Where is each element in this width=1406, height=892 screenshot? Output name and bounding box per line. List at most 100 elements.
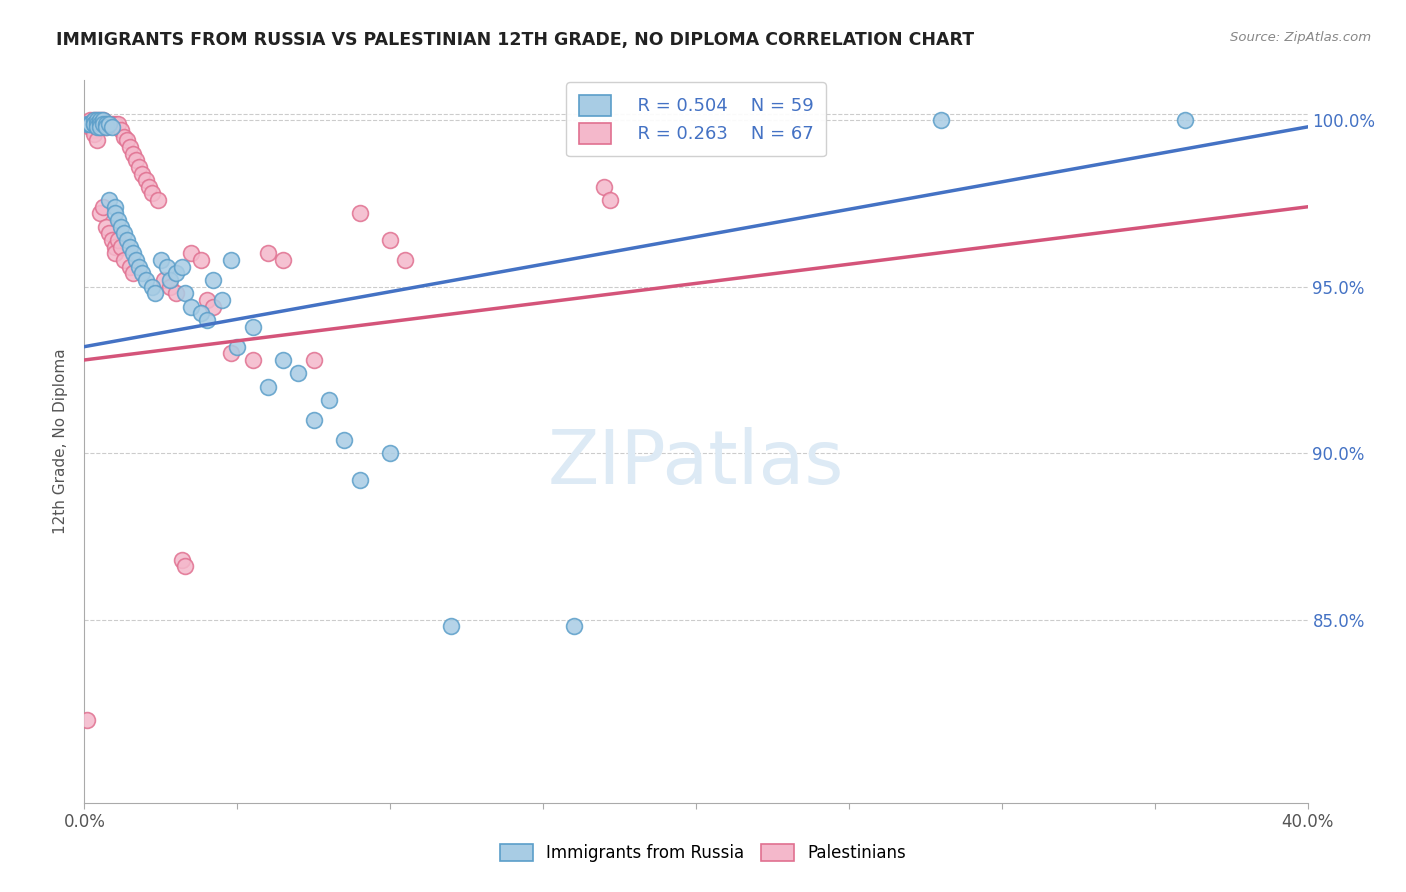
- Point: [138, 179, 160, 194]
- Point: [128, 160, 150, 174]
- Point: [89, 113, 111, 128]
- Point: [159, 279, 181, 293]
- Point: [287, 366, 309, 380]
- Point: [242, 353, 264, 368]
- Point: [86, 120, 108, 134]
- Point: [380, 446, 402, 460]
- Point: [107, 117, 129, 131]
- Point: [91, 113, 114, 128]
- Point: [94, 120, 117, 134]
- Point: [94, 117, 117, 131]
- Point: [165, 286, 187, 301]
- Point: [120, 260, 142, 274]
- Point: [97, 117, 120, 131]
- Point: [83, 117, 105, 131]
- Point: [110, 240, 132, 254]
- Point: [174, 286, 197, 301]
- Point: [86, 117, 108, 131]
- Point: [153, 273, 176, 287]
- Point: [143, 286, 166, 301]
- Point: [86, 117, 108, 131]
- Point: [271, 353, 294, 368]
- Point: [146, 193, 169, 207]
- Point: [104, 117, 127, 131]
- Point: [211, 293, 233, 307]
- Point: [349, 473, 371, 487]
- Point: [94, 117, 117, 131]
- Point: [86, 113, 108, 128]
- Point: [79, 120, 101, 134]
- Point: [122, 146, 145, 161]
- Point: [76, 117, 98, 131]
- Point: [271, 253, 294, 268]
- Point: [101, 117, 124, 131]
- Point: [101, 233, 124, 247]
- Point: [172, 260, 194, 274]
- Point: [97, 117, 120, 131]
- Point: [91, 117, 114, 131]
- Point: [91, 200, 114, 214]
- Point: [104, 240, 127, 254]
- Point: [94, 219, 117, 234]
- Point: [174, 559, 197, 574]
- Point: [131, 266, 153, 280]
- Point: [112, 227, 135, 241]
- Point: [110, 123, 132, 137]
- Point: [599, 193, 621, 207]
- Point: [86, 133, 108, 147]
- Point: [89, 113, 111, 128]
- Point: [89, 117, 111, 131]
- Point: [107, 233, 129, 247]
- Point: [112, 253, 135, 268]
- Point: [180, 300, 202, 314]
- Text: ZIPatlas: ZIPatlas: [548, 426, 844, 500]
- Point: [101, 120, 124, 134]
- Point: [128, 260, 150, 274]
- Point: [79, 113, 101, 128]
- Point: [593, 179, 616, 194]
- Point: [83, 113, 105, 128]
- Point: [97, 227, 120, 241]
- Point: [201, 300, 224, 314]
- Point: [91, 117, 114, 131]
- Point: [89, 120, 111, 134]
- Point: [190, 306, 212, 320]
- Point: [318, 392, 340, 407]
- Point: [76, 713, 98, 727]
- Point: [1174, 113, 1197, 128]
- Point: [120, 140, 142, 154]
- Point: [86, 120, 108, 134]
- Point: [165, 266, 187, 280]
- Point: [219, 253, 242, 268]
- Point: [79, 117, 101, 131]
- Point: [156, 260, 179, 274]
- Point: [89, 120, 111, 134]
- Text: Source: ZipAtlas.com: Source: ZipAtlas.com: [1230, 31, 1371, 45]
- Point: [89, 117, 111, 131]
- Point: [242, 319, 264, 334]
- Point: [89, 206, 111, 220]
- Point: [83, 123, 105, 137]
- Point: [135, 273, 157, 287]
- Point: [110, 219, 132, 234]
- Point: [333, 433, 356, 447]
- Point: [83, 117, 105, 131]
- Point: [172, 553, 194, 567]
- Point: [201, 273, 224, 287]
- Point: [257, 246, 280, 260]
- Point: [83, 113, 105, 128]
- Point: [149, 253, 172, 268]
- Point: [122, 266, 145, 280]
- Point: [83, 127, 105, 141]
- Point: [226, 340, 249, 354]
- Point: [120, 240, 142, 254]
- Point: [131, 167, 153, 181]
- Point: [349, 206, 371, 220]
- Point: [125, 153, 148, 168]
- Text: IMMIGRANTS FROM RUSSIA VS PALESTINIAN 12TH GRADE, NO DIPLOMA CORRELATION CHART: IMMIGRANTS FROM RUSSIA VS PALESTINIAN 12…: [56, 31, 974, 49]
- Point: [302, 413, 325, 427]
- Point: [125, 253, 148, 268]
- Point: [104, 246, 127, 260]
- Point: [440, 619, 463, 633]
- Point: [257, 379, 280, 393]
